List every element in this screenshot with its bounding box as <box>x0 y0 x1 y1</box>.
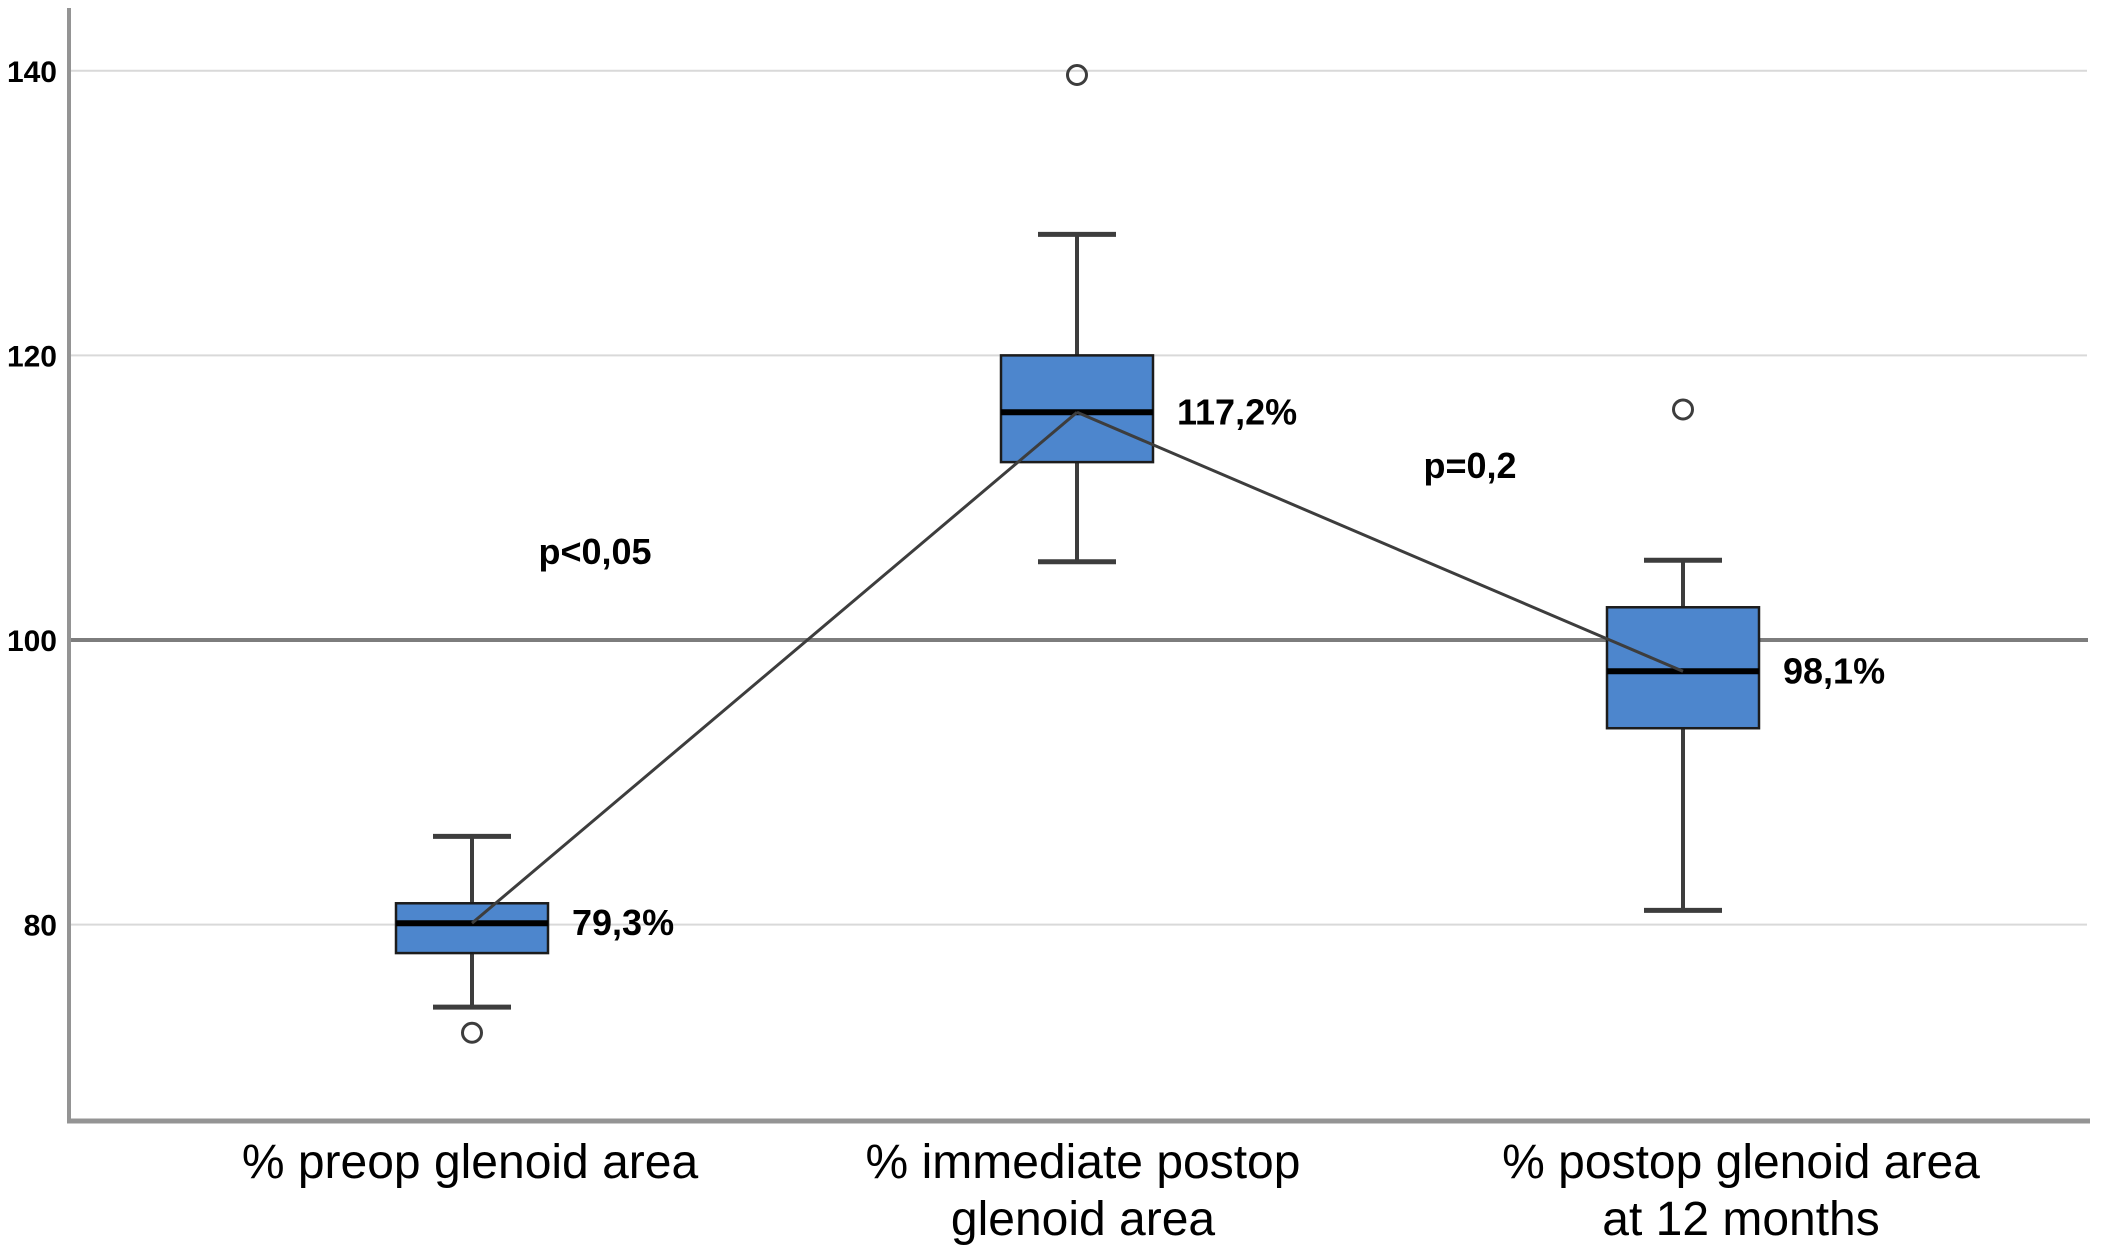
y-tick-label: 140 <box>7 56 57 89</box>
median-value-label: 79,3% <box>572 902 674 943</box>
box <box>1605 606 1761 730</box>
y-tick-label: 120 <box>7 340 57 373</box>
median-value-label: 98,1% <box>1783 650 1885 691</box>
y-tick-label: 100 <box>7 625 57 658</box>
outlier-point <box>1066 64 1088 87</box>
p-value-label: p<0,05 <box>538 531 651 572</box>
p-value-label: p=0,2 <box>1423 445 1516 486</box>
category-label: % preop glenoid area <box>242 1136 699 1189</box>
category-label: at 12 months <box>1602 1193 1880 1246</box>
box <box>999 354 1155 464</box>
outlier-point <box>461 1021 483 1044</box>
category-label: % postop glenoid area <box>1502 1136 1980 1189</box>
category-label: glenoid area <box>951 1193 1216 1246</box>
median-value-label: 117,2% <box>1177 391 1297 432</box>
median-connector-line <box>471 411 1078 925</box>
outlier-point <box>1672 398 1694 421</box>
y-tick-label: 80 <box>24 910 57 943</box>
median-connector-line <box>1076 410 1684 673</box>
box <box>394 902 550 955</box>
category-label: % immediate postop <box>866 1136 1301 1189</box>
